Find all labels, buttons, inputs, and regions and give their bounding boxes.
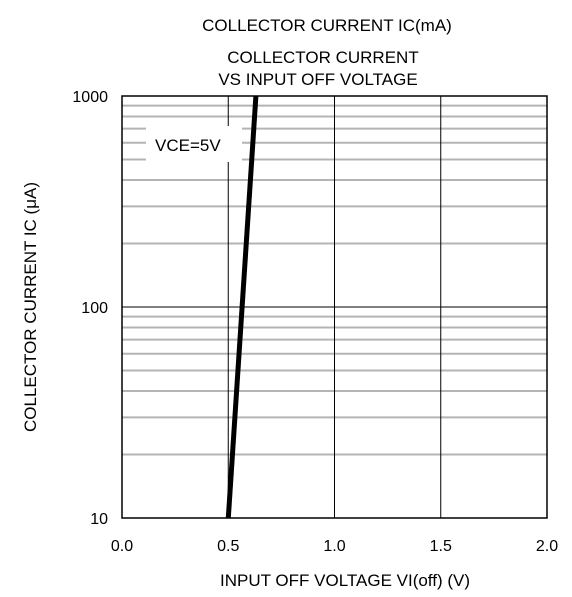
y-tick-label: 10 — [90, 511, 108, 528]
legend-label: VCE=5V — [155, 136, 221, 155]
x-tick-label: 0.5 — [217, 538, 239, 555]
x-tick-label: 2.0 — [536, 538, 558, 555]
y-tick-label: 1000 — [72, 89, 108, 106]
y-tick-label: 100 — [81, 300, 108, 317]
x-tick-label: 1.0 — [323, 538, 345, 555]
series-layer — [225, 95, 259, 519]
plot-frame — [121, 95, 548, 519]
chart-title-line2: VS INPUT OFF VOLTAGE — [218, 70, 417, 89]
chart-title-line1: COLLECTOR CURRENT — [227, 48, 418, 67]
x-tick-label: 0.0 — [111, 538, 133, 555]
y-axis-label: COLLECTOR CURRENT IC (μA) — [21, 182, 40, 432]
series-line — [225, 95, 259, 519]
tick-labels: 0.0 0.5 1.0 1.5 2.0 10 100 1000 — [72, 89, 558, 555]
legend-box — [146, 126, 242, 162]
top-caption: COLLECTOR CURRENT IC(mA) — [202, 16, 452, 35]
x-axis-label: INPUT OFF VOLTAGE VI(off) (V) — [220, 571, 470, 590]
x-tick-label: 1.5 — [430, 538, 452, 555]
